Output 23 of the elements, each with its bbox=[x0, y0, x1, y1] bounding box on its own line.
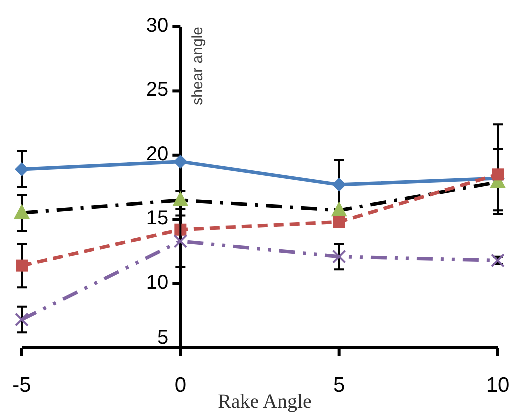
x-tick-label: -5 bbox=[12, 374, 32, 397]
point bbox=[174, 154, 188, 169]
point bbox=[15, 312, 29, 327]
point bbox=[14, 204, 30, 220]
x-tick-label: 0 bbox=[174, 374, 187, 397]
point bbox=[333, 216, 346, 228]
point bbox=[172, 191, 189, 206]
y-tick-label: 5 bbox=[158, 327, 169, 349]
y-axis-title: shear angle bbox=[190, 27, 207, 106]
y-tick-label: 15 bbox=[146, 208, 169, 230]
point bbox=[492, 168, 504, 181]
point bbox=[332, 178, 346, 192]
point bbox=[331, 202, 348, 217]
x-axis-title: Rake Angle bbox=[218, 391, 312, 413]
point bbox=[15, 162, 29, 177]
point bbox=[16, 260, 28, 272]
x-tick-label: 5 bbox=[333, 374, 346, 397]
y-tick-label: 25 bbox=[146, 79, 169, 102]
y-tick-label: 10 bbox=[146, 272, 169, 294]
y-tick-label: 30 bbox=[146, 15, 169, 37]
x-tick-label: 10 bbox=[486, 374, 510, 397]
point bbox=[332, 250, 346, 264]
y-tick-label: 20 bbox=[146, 143, 169, 166]
